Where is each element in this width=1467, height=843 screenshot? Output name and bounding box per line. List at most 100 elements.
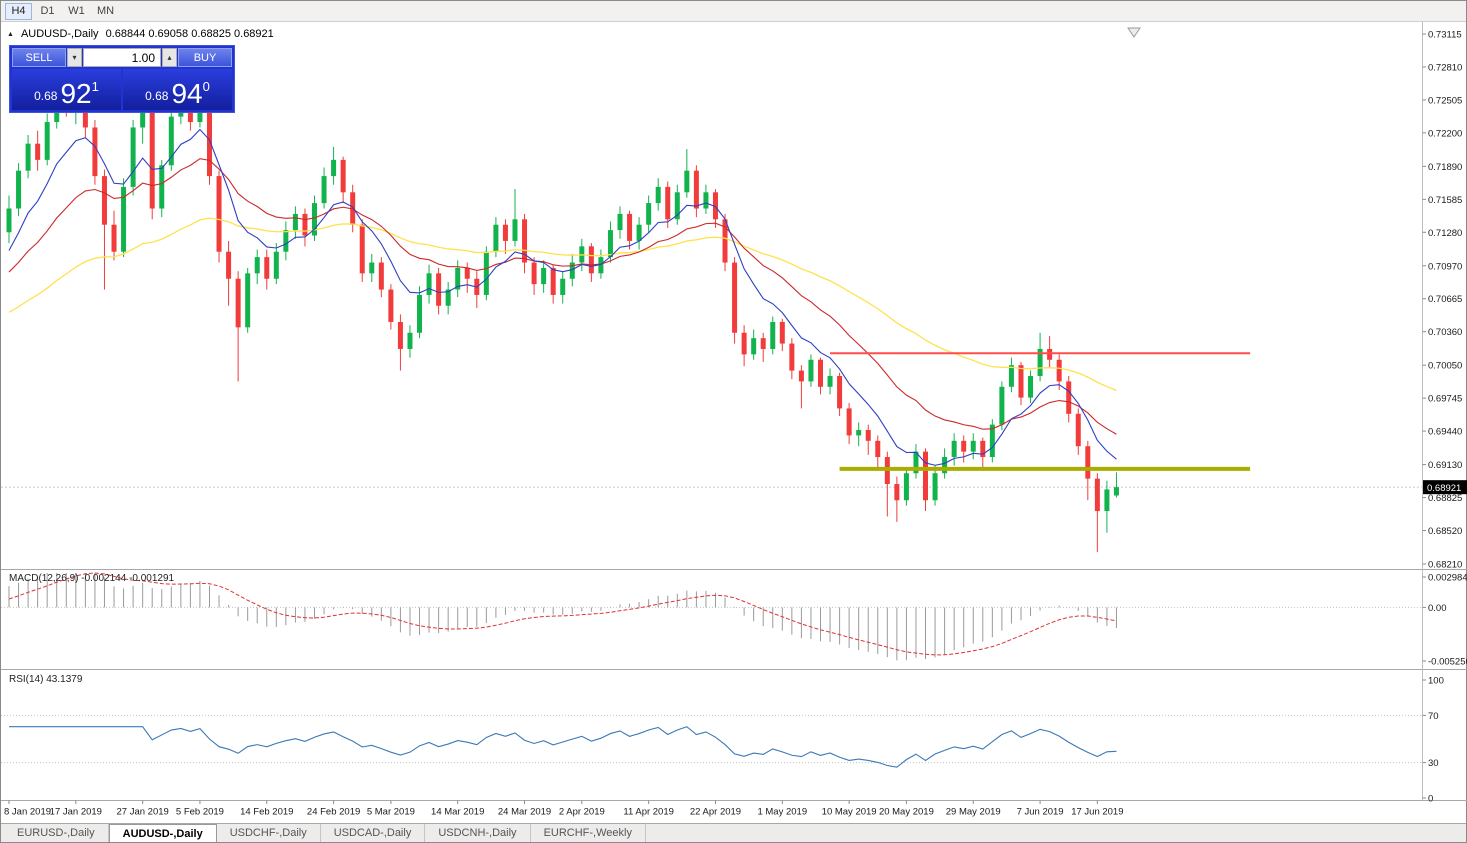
candle-body (206, 95, 212, 177)
candle-body (378, 262, 384, 290)
ask-price-display[interactable]: 0.68 94 0 (123, 69, 232, 110)
candle-body (235, 278, 241, 328)
candle-body (1056, 359, 1062, 382)
date-axis-label: 24 Mar 2019 (498, 807, 551, 818)
current-price-tag-text: 0.68921 (1427, 483, 1461, 494)
rsi-pane (1, 714, 1423, 768)
pane-separators (1, 22, 1467, 801)
price-axis-label: 0.71280 (1428, 228, 1462, 239)
candle-body (502, 224, 508, 241)
trade-panel-controls: SELL ▾ ▴ BUY (12, 48, 232, 67)
candle-body (951, 440, 957, 458)
date-axis-label: 20 May 2019 (879, 807, 934, 818)
timeframe-button-d1[interactable]: D1 (40, 5, 55, 17)
chart-tab-usdcnh-daily[interactable]: USDCNH-,Daily (425, 824, 531, 842)
macd-pane (1, 572, 1423, 661)
candle-body (44, 122, 50, 160)
chart-tab-eurusd-daily[interactable]: EURUSD-,Daily (4, 824, 109, 842)
bid-price-display[interactable]: 0.68 92 1 (12, 69, 121, 110)
candle-body (942, 457, 948, 474)
price-axis-label: 0.68825 (1428, 493, 1462, 504)
candle-body (321, 176, 327, 204)
chart-ohlc-values: 0.68844 0.69058 0.68825 0.68921 (105, 28, 274, 40)
candle-body (1018, 365, 1024, 398)
candle-body (312, 203, 318, 236)
bid-price-prefix: 0.68 (34, 89, 58, 103)
one-click-panel-toggle-icon[interactable]: ▲ (7, 30, 14, 38)
candle-body (1094, 478, 1100, 512)
chart-tab-usdchf-daily[interactable]: USDCHF-,Daily (217, 824, 321, 842)
candle-body (340, 159, 346, 193)
candle-body (703, 192, 709, 209)
candle-body (493, 224, 499, 252)
price-axis[interactable]: 0.73115 0.72810 0.72505 0.72200 0.71890 0.715… (1422, 30, 1463, 571)
chart-shift-marker-icon[interactable] (1127, 27, 1141, 38)
candle-body (149, 109, 155, 209)
candle-body (121, 186, 127, 252)
candle-body (522, 219, 528, 263)
candle-body (569, 262, 575, 279)
macd-signal-line (8, 572, 1117, 656)
price-axis-label: 0.69745 (1428, 394, 1462, 405)
trade-panel-prices: 0.68 92 1 0.68 94 0 (12, 69, 232, 110)
date-axis-label: 11 Apr 2019 (623, 807, 674, 818)
candle-body (369, 262, 375, 274)
candle-body (894, 484, 900, 501)
candle-body (1037, 348, 1043, 376)
indicator-axis[interactable]: 0.002984 0.00 -0.005256 100 70 30 0 (1422, 573, 1467, 805)
candle-body (741, 332, 747, 355)
timeframe-button-h4[interactable]: H4 (5, 2, 32, 20)
candle-body (464, 267, 470, 279)
price-axis-label: 0.69440 (1428, 427, 1462, 438)
candle-body (283, 230, 289, 252)
candle-body (1085, 446, 1091, 479)
candle-body (903, 473, 909, 501)
candle-body (1104, 489, 1110, 512)
candle-body (627, 213, 633, 241)
chart-canvas[interactable]: 0.73115 0.72810 0.72505 0.72200 0.71890 0.715… (1, 1, 1467, 825)
bid-price-big: 92 (60, 78, 92, 109)
candle-body (837, 375, 843, 409)
chart-symbol-period: AUDUSD-,Daily (20, 28, 99, 40)
candle-body (82, 100, 88, 128)
candle-body (617, 213, 623, 231)
candle-body (980, 440, 986, 458)
candle-body (607, 230, 613, 258)
candle-body (331, 159, 337, 177)
date-axis-label: 1 May 2019 (757, 807, 807, 818)
candle-body (560, 278, 566, 295)
candle-body (226, 251, 232, 279)
price-axis-label: 0.71890 (1428, 162, 1462, 173)
candle-body (140, 111, 146, 128)
price-axis-label: 0.70050 (1428, 361, 1462, 372)
candle-body (25, 143, 31, 171)
chart-tab-eurchf-weekly[interactable]: EURCHF-,Weekly (531, 824, 646, 842)
volume-increase-button[interactable]: ▴ (162, 48, 177, 67)
candle-body (923, 451, 929, 501)
chart-tab-audusd-daily[interactable]: AUDUSD-,Daily (108, 824, 217, 842)
sell-button[interactable]: SELL (12, 48, 66, 67)
date-axis-label: 5 Mar 2019 (367, 807, 415, 818)
candle-body (732, 262, 738, 333)
volume-decrease-button[interactable]: ▾ (67, 48, 82, 67)
chart-tab-usdcad-daily[interactable]: USDCAD-,Daily (321, 824, 426, 842)
price-axis-label: 0.72200 (1428, 128, 1462, 139)
candle-body (1047, 348, 1053, 360)
ask-price-big: 94 (171, 78, 203, 109)
candle-body (550, 267, 556, 295)
buy-button[interactable]: BUY (178, 48, 232, 67)
price-axis-label: 0.69130 (1428, 460, 1462, 471)
timeframe-button-w1[interactable]: W1 (68, 5, 85, 17)
candle-body (712, 192, 718, 220)
price-axis-label: 0.70360 (1428, 327, 1462, 338)
candle-body (101, 176, 107, 225)
candle-body (407, 332, 413, 349)
candle-body (989, 424, 995, 458)
rsi-label: RSI(14) 43.1379 (9, 674, 83, 685)
volume-input[interactable] (83, 48, 161, 67)
candle-body (779, 321, 785, 344)
date-axis-label: 5 Feb 2019 (176, 807, 224, 818)
timeframe-button-mn[interactable]: MN (96, 5, 115, 17)
price-axis-label: 0.68520 (1428, 526, 1462, 537)
